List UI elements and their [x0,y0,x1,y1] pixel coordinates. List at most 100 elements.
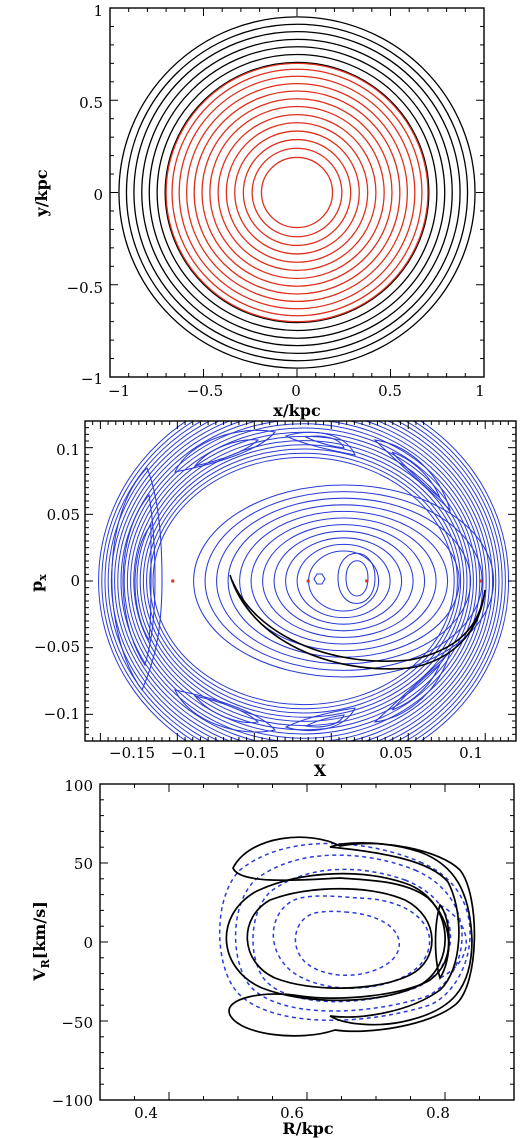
upper-island-contour [373,439,452,512]
outer-contour [133,431,474,731]
solid-orbit [434,903,450,980]
panel-2-x-axis-label: X [314,761,327,780]
orbit-circle [165,62,429,323]
outer-contour [114,421,494,741]
panel-2-plot-area [98,421,510,741]
panel-2-xtick-label: −0.15 [109,744,155,762]
orbit-circle [217,113,377,272]
lower-island-contour [174,689,276,733]
fixed-points [171,579,483,583]
panel-1-ticks [109,7,485,378]
outer-contour [152,456,455,706]
outer-contour [120,421,487,741]
dotted-orbit [219,842,471,1021]
panel-3-ytick-label: 100 [64,777,93,795]
central-contour [285,537,403,625]
panel-1-xtick-label: −0.5 [187,382,223,400]
panel-1-ytick-label: −0.5 [67,279,103,297]
panel-1-x-axis-label: x/kpc [273,401,321,420]
panel-1-ytick-label: −1 [81,370,103,388]
panel-3-y-axis-sub: R [39,958,52,968]
chaotic-orbit [229,574,486,670]
central-contour [296,543,391,619]
panel-3-ytick-label: −50 [61,1014,93,1032]
fixed-point [365,579,369,583]
upper-island-contour [174,429,276,473]
outer-contour [146,448,462,714]
orbit-circle [171,68,423,317]
central-contour [193,484,495,678]
panel-1-xtick-label: 1 [475,382,485,400]
panel-2-ytick-label: −0.1 [44,705,80,723]
lower-island-contour [391,663,441,711]
dotted-orbit [272,895,431,989]
central-contour [273,530,414,632]
orbit-circle [209,105,385,280]
orbit-circle [164,61,430,324]
surface-of-section-contours [98,421,510,741]
panel-3-y-axis-rest: [km/s] [30,901,49,959]
lower-island-contour [304,714,345,728]
solid-orbits [225,836,476,1037]
dotted-orbits [219,842,471,1021]
central-contour [204,491,483,671]
panel-1-xtick-label: 0 [291,382,301,400]
orbit-circle [251,147,343,238]
orbit-circle [193,90,401,295]
central-contours [193,484,495,678]
outer-contour [107,421,500,741]
orbit-circle [118,16,476,369]
panel-2-ticks [84,420,517,742]
panel-2-xtick-label: −0.1 [171,744,207,762]
panel-2-xtick-label: 0 [315,744,325,762]
panel-1-ytick-label: 0.5 [79,94,103,112]
panel-1-y-axis-label: y/kpc [32,169,51,217]
upper-island-contour [304,435,345,449]
upper-island-contour [284,431,356,456]
panel-3-ytick-label: 0 [83,934,93,952]
panel-1-ytick-label: 1 [93,2,103,20]
outer-contour [101,421,506,741]
lower-island-contour [193,695,260,724]
outer-contour [104,421,503,741]
orbit-circle [186,82,408,303]
panel-3-y-axis-main: V [30,968,49,982]
panel-2-xtick-label: −0.05 [233,744,279,762]
orbit-circle [148,46,446,339]
outer-contour [130,427,478,735]
outer-contour [149,452,458,710]
panel-2-ytick-label: 0.1 [56,441,80,459]
panel-1-xtick-label: 0.5 [378,382,402,400]
upper-island-contour [193,439,260,467]
central-contour [250,517,437,645]
panel-3-xtick-label: 0.4 [134,1104,158,1122]
panel-3-ytick-label: 50 [74,855,93,873]
lower-island-contour [284,707,356,732]
left-island-contour [111,467,163,692]
inner-island-contour [345,560,369,597]
solid-orbit [228,836,476,1037]
panel-2-ytick-label: −0.05 [34,638,80,656]
orbit-circle [260,156,334,229]
outer-contour [117,421,490,741]
outer-contour [142,444,465,718]
orbit-circle [156,53,438,332]
panel-3-frame [99,783,515,1101]
panel-2-ytick-label: 0.05 [47,506,80,524]
outer-contour [139,440,468,722]
panel-3-velocity: 0.4 0.6 0.8 −100 −50 0 50 100 R/kpc VR[k… [30,777,515,1138]
panel-3-x-axis-label: R/kpc [282,1119,333,1138]
left-island-contour [134,523,152,642]
panel-2-y-axis-main: p [27,581,46,592]
central-contour [216,497,472,665]
orbit-circle [225,122,369,263]
panel-3-ticks [99,783,515,1101]
panel-2-y-axis-sub: x [36,574,49,581]
panel-3-plot-area [219,836,476,1037]
panel-2-xtick-label: 0.05 [379,744,412,762]
dotted-orbit [252,868,452,1003]
panel-1-rings [118,16,476,369]
orbit-circle [141,38,453,347]
orbit-circle [133,30,461,355]
